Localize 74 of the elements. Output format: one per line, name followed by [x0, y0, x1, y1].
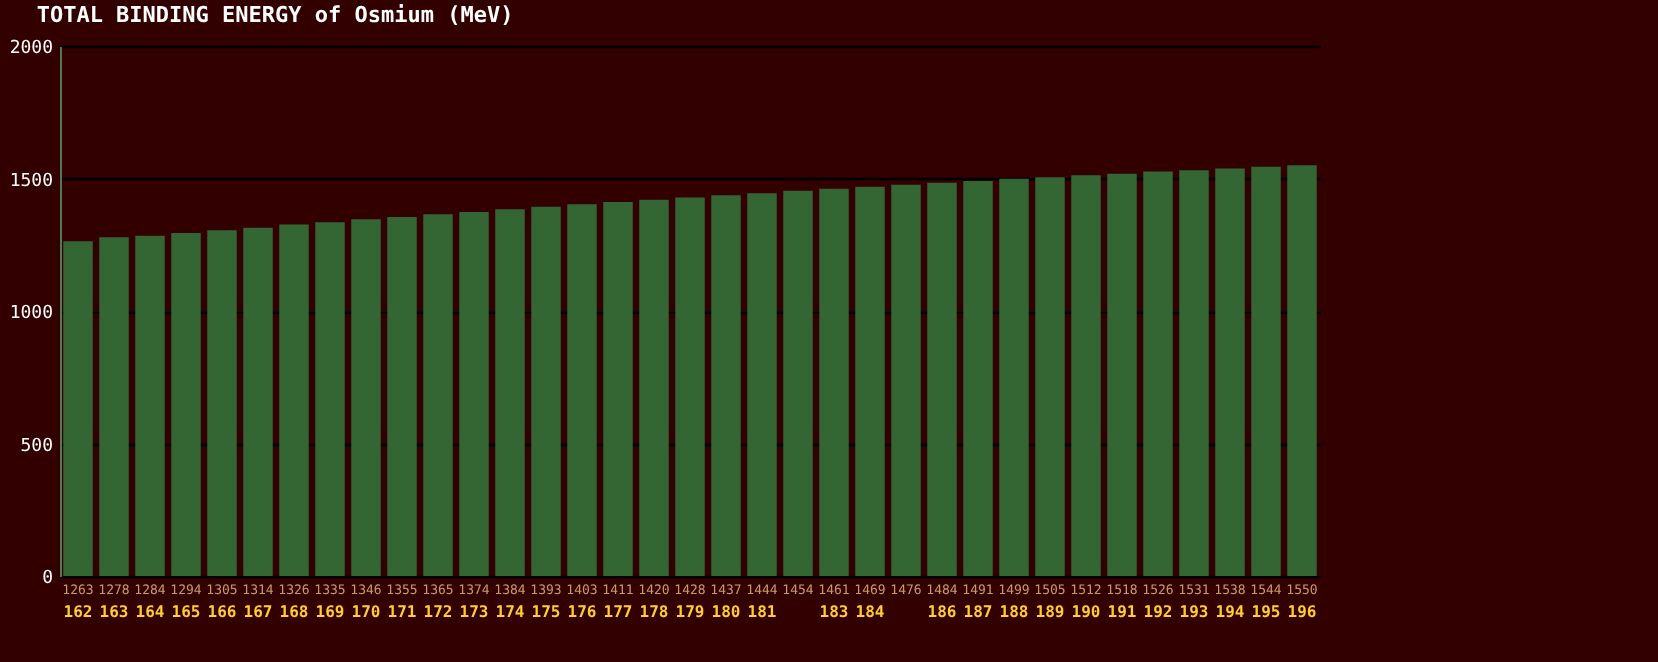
bar [495, 209, 525, 576]
x-tick-label: 169 [315, 603, 345, 621]
bar [171, 233, 201, 576]
bar [423, 214, 453, 576]
x-tick-label: 186 [927, 603, 957, 621]
bar [927, 182, 957, 576]
y-tick-label: 1500 [9, 171, 53, 192]
bar [207, 230, 237, 576]
bar [963, 180, 993, 576]
x-tick-label: 184 [855, 603, 885, 621]
bar [1107, 173, 1137, 576]
bar [531, 206, 561, 576]
x-tick-label: 179 [675, 603, 705, 621]
bar [1143, 171, 1173, 576]
chart-title: TOTAL BINDING ENERGY of Osmium (MeV) [36, 2, 514, 28]
y-tick-label: 500 [20, 436, 53, 457]
bar [891, 184, 921, 576]
x-tick-label: 172 [423, 603, 453, 621]
bar [99, 237, 129, 576]
x-tick-label: 187 [963, 603, 993, 621]
x-tick-label: 188 [999, 603, 1029, 621]
x-tick-label: 162 [63, 603, 93, 621]
bar [639, 199, 669, 576]
x-tick-label: 167 [243, 603, 273, 621]
x-tick-label: 180 [711, 603, 741, 621]
bar [603, 202, 633, 576]
bar [855, 186, 885, 576]
x-tick-label: 164 [135, 603, 165, 621]
bar [1179, 170, 1209, 576]
x-tick-label: 181 [747, 603, 777, 621]
x-tick-label: 195 [1251, 603, 1281, 621]
x-tick-label: 190 [1071, 603, 1101, 621]
x-tick-label: 174 [495, 603, 525, 621]
bar [63, 241, 93, 576]
x-tick-label: 192 [1143, 603, 1173, 621]
x-tick-label: 166 [207, 603, 237, 621]
y-tick-label: 2000 [9, 39, 53, 59]
x-tick-label: 176 [567, 603, 597, 621]
bar [315, 222, 345, 576]
bar [1215, 168, 1245, 576]
bar [675, 197, 705, 576]
bar [1071, 175, 1101, 576]
y-tick-label: 1000 [9, 304, 53, 324]
bar [819, 188, 849, 576]
x-tick-label: 170 [351, 603, 381, 621]
bar [747, 193, 777, 576]
x-tick-label: 165 [171, 603, 201, 621]
x-tick-label: 196 [1287, 603, 1317, 621]
bar [1035, 177, 1065, 576]
bar [351, 219, 381, 576]
x-tick-label: 191 [1107, 603, 1137, 621]
bar [243, 227, 273, 576]
bar [999, 178, 1029, 576]
x-tick-label: 171 [387, 603, 417, 621]
x-tick-label: 177 [603, 603, 633, 621]
x-tick-label: 183 [819, 603, 849, 621]
bar [459, 211, 489, 576]
bar [135, 235, 165, 576]
x-tick-label: 193 [1179, 603, 1209, 621]
x-tick-label: 163 [99, 603, 129, 621]
x-tick-label: 173 [459, 603, 489, 621]
x-tick-label: 178 [639, 603, 669, 621]
bar [711, 195, 741, 576]
bar [1287, 165, 1317, 576]
bar [279, 224, 309, 576]
x-tick-label: 168 [279, 603, 309, 621]
x-tick-label: 189 [1035, 603, 1065, 621]
bar [387, 216, 417, 576]
x-tick-label: 175 [531, 603, 561, 621]
y-tick-label: 0 [42, 569, 53, 589]
bar [783, 190, 813, 576]
bar [567, 204, 597, 576]
x-tick-label: 194 [1215, 603, 1245, 621]
bar [1251, 166, 1281, 576]
